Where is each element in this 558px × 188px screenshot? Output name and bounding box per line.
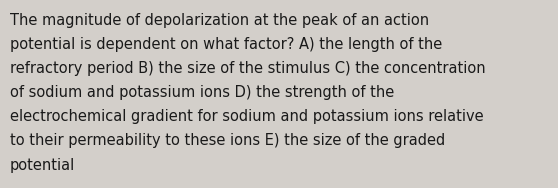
Text: to their permeability to these ions E) the size of the graded: to their permeability to these ions E) t… [10,133,445,149]
Text: The magnitude of depolarization at the peak of an action: The magnitude of depolarization at the p… [10,13,429,28]
Text: of sodium and potassium ions D) the strength of the: of sodium and potassium ions D) the stre… [10,85,395,100]
Text: refractory period B) the size of the stimulus C) the concentration: refractory period B) the size of the sti… [10,61,485,76]
Text: electrochemical gradient for sodium and potassium ions relative: electrochemical gradient for sodium and … [10,109,484,124]
Text: potential is dependent on what factor? A) the length of the: potential is dependent on what factor? A… [10,37,442,52]
Text: potential: potential [10,158,75,173]
